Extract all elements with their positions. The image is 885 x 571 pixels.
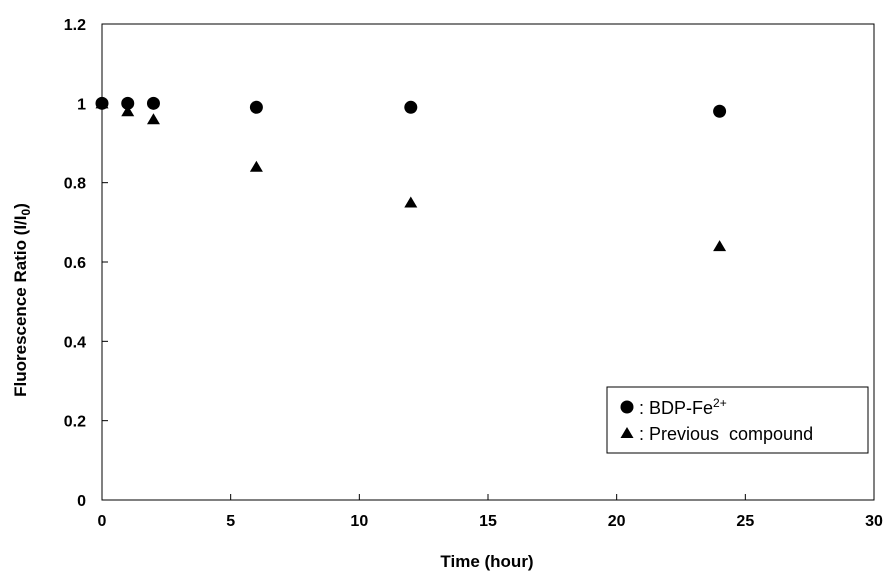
circle-point (249, 100, 263, 114)
circle-point (404, 100, 418, 114)
triangle-point (121, 105, 135, 117)
y-axis: 0 0.2 0.4 0.6 0.8 1 1.2 (64, 17, 108, 510)
legend-box (606, 386, 869, 454)
y-axis-title-text: Fluorescence Ratio (I/I (11, 215, 30, 396)
x-tick-label: 25 (736, 513, 754, 530)
x-tick-label: 5 (226, 513, 235, 530)
x-tick-label: 0 (98, 513, 107, 530)
legend-label: : BDP-Fe2+ (639, 396, 727, 418)
y-tick-label: 0 (77, 493, 86, 510)
x-tick-label: 15 (479, 513, 497, 530)
x-axis: 0 5 10 15 20 25 30 (98, 494, 883, 530)
y-tick-label: 0.6 (64, 255, 86, 272)
x-tick-label: 20 (608, 513, 626, 530)
x-axis-title: Time (hour) (440, 552, 533, 571)
legend: : BDP-Fe2+ : Previous compound (606, 386, 869, 454)
y-tick-label: 0.2 (64, 414, 86, 431)
triangle-point (404, 196, 418, 208)
triangle-point (146, 113, 160, 125)
data-points (95, 96, 727, 252)
triangle-point (249, 160, 263, 172)
legend-marker-circle (620, 400, 634, 414)
circle-point (95, 96, 109, 110)
y-tick-label: 1.2 (64, 17, 86, 34)
x-tick-label: 30 (865, 513, 883, 530)
y-tick-label: 0.8 (64, 176, 86, 193)
circle-point (146, 96, 160, 110)
x-tick-label: 10 (350, 513, 368, 530)
legend-label: : Previous compound (639, 424, 813, 444)
legend-label-text: : Previous compound (639, 424, 813, 444)
y-axis-title-subscript: 0 (19, 208, 33, 215)
triangle-point (713, 240, 727, 252)
y-axis-title: Fluorescence Ratio (I/I0) (11, 203, 33, 397)
y-tick-label: 1 (77, 96, 86, 113)
y-axis-title-end: ) (11, 203, 30, 209)
legend-label-superscript: 2+ (713, 396, 727, 410)
legend-marker-triangle (620, 427, 634, 438)
legend-label-text: : BDP-Fe (639, 398, 713, 418)
circle-point (713, 104, 727, 118)
y-tick-label: 0.4 (64, 334, 86, 351)
circle-point (121, 96, 135, 110)
